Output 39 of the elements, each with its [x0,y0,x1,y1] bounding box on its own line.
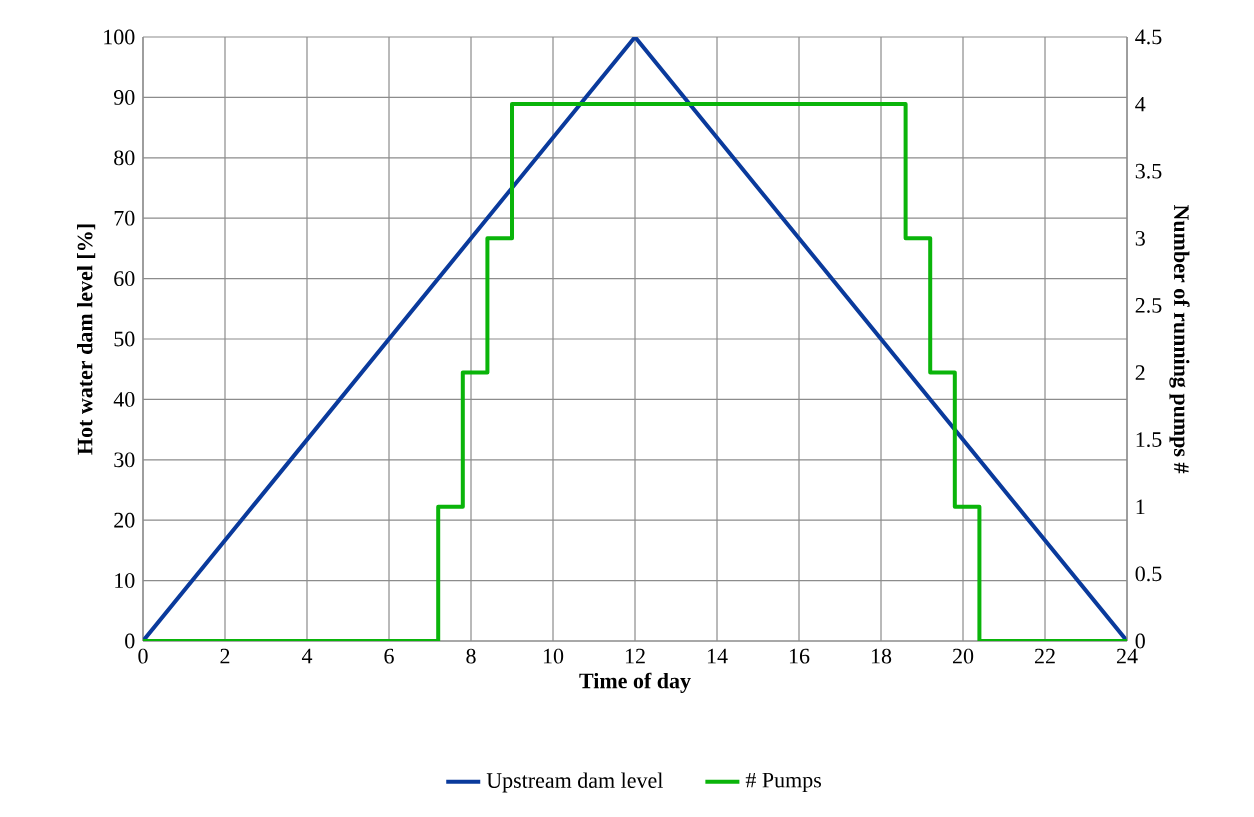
y2-tick-label: 3.5 [1135,163,1162,179]
x-tick-label: 22 [1034,648,1055,664]
x-tick-label: 20 [952,648,974,664]
y-tick-label: 80 [114,150,135,166]
y-axis-title: Hot water dam level [%] [77,224,96,455]
y2-tick-label: 2 [1135,365,1145,380]
x-tick-label: 0 [138,648,148,664]
x-tick-label: 6 [384,648,394,664]
y-tick-label: 60 [114,271,135,287]
x-tick-label: 4 [301,648,313,664]
x-tick-label: 12 [625,648,645,664]
y2-tick-label: 4 [1135,96,1146,112]
x-tick-label: 10 [543,648,564,664]
y-tick-label: 70 [114,210,135,226]
y2-tick-label: 1 [1136,499,1145,515]
y-tick-label: 90 [113,89,135,105]
legend-label: # Pumps [745,772,821,792]
y2-tick-label: 3 [1135,230,1145,246]
x-tick-label: 16 [789,648,810,664]
y-tick-label: 100 [104,29,135,45]
y2-axis-title: Number of running pumps # [1169,204,1190,474]
x-tick-label: 24 [1116,648,1138,664]
y-tick-label: 30 [114,452,135,468]
y-tick-label: 10 [115,573,135,589]
x-axis-title: Time of day [579,672,691,693]
y-tick-label: 50 [114,331,135,347]
x-tick-label: 14 [707,648,728,664]
legend-label: Upstream dam level [486,772,663,793]
x-tick-label: 18 [871,648,892,664]
y2-tick-label: 0 [1135,633,1145,649]
y2-tick-label: 4.5 [1135,29,1162,45]
x-tick-label: 8 [466,648,476,664]
y2-tick-label: 2.5 [1135,298,1162,313]
y2-tick-label: 0.5 [1135,566,1162,582]
y2-tick-label: 1.5 [1136,432,1162,448]
y-tick-label: 20 [114,512,135,528]
y-tick-label: 0 [125,633,135,649]
y-tick-label: 40 [113,391,135,407]
x-tick-label: 2 [220,648,230,664]
